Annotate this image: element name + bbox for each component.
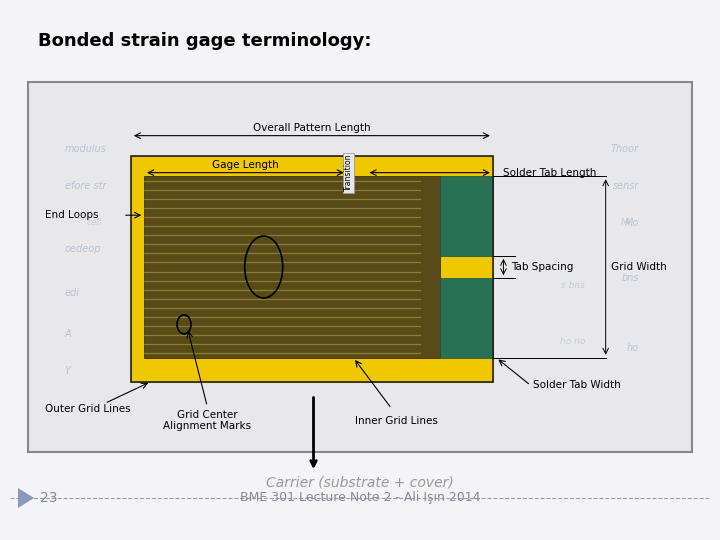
Text: Mo: Mo [624, 218, 639, 227]
Text: bonde: bonde [246, 336, 274, 346]
Text: bns: bns [621, 273, 639, 283]
Text: Bonded strain gage terminology:: Bonded strain gage terminology: [38, 32, 372, 50]
Bar [131, 156, 492, 382]
Text: BME 301 Lecture Note 2 - Ali Işın 2014: BME 301 Lecture Note 2 - Ali Işın 2014 [240, 491, 480, 504]
Text: Inner Grid Lines: Inner Grid Lines [355, 416, 438, 426]
Text: Grid Center
Alignment Marks: Grid Center Alignment Marks [163, 410, 251, 431]
Text: Grid Width: Grid Width [611, 262, 667, 272]
Text: ho: ho [626, 343, 639, 353]
Text: sensr: sensr [613, 180, 639, 191]
Text: ho no: ho no [559, 336, 585, 346]
Text: modulus: modulus [65, 144, 107, 153]
Text: gages used in a s: gages used in a s [240, 181, 320, 190]
Text: A: A [65, 329, 71, 339]
Bar [131, 156, 492, 382]
Polygon shape [18, 488, 34, 508]
Text: Tab Spacing: Tab Spacing [511, 262, 574, 272]
Text: cell: cell [86, 218, 102, 227]
Text: Y: Y [65, 366, 71, 376]
Bar [144, 177, 440, 357]
Text: Outer Grid Lines: Outer Grid Lines [45, 404, 130, 415]
Text: End Loops: End Loops [45, 210, 98, 220]
Text: Solder Tab Width: Solder Tab Width [533, 380, 621, 390]
Text: edi: edi [65, 288, 79, 298]
Text: Transition: Transition [344, 154, 354, 191]
Bar [28, 82, 692, 452]
Text: Gage Length: Gage Length [212, 160, 279, 170]
Text: Carrier (substrate + cover): Carrier (substrate + cover) [266, 475, 454, 489]
Text: Overall Pattern Length: Overall Pattern Length [253, 123, 371, 133]
Text: s bns: s bns [561, 281, 585, 290]
Text: oedeop: oedeop [65, 244, 101, 253]
Bar [440, 177, 492, 256]
Text: Mi: Mi [621, 218, 631, 227]
Text: 23: 23 [40, 491, 58, 505]
Text: Solder Tab Length: Solder Tab Length [503, 167, 596, 178]
Text: Thoor: Thoor [611, 144, 639, 153]
Bar [440, 278, 492, 357]
Text: efore str: efore str [65, 180, 106, 191]
